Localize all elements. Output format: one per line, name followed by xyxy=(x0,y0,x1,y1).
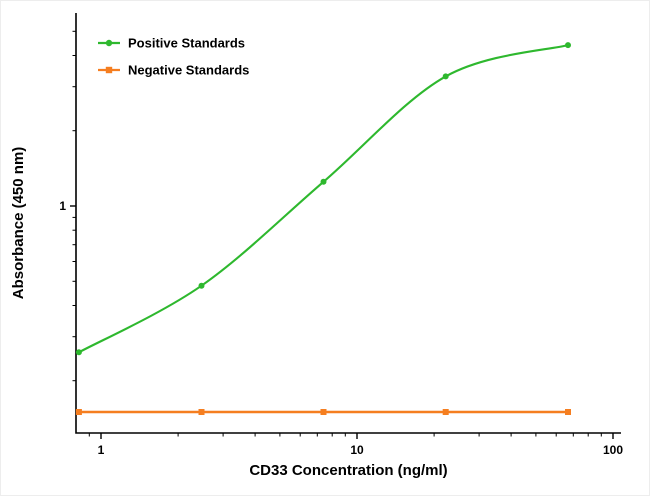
legend-item-negative-standards: Negative Standards xyxy=(98,63,249,78)
axis-lines xyxy=(75,13,621,434)
negative-standards-data-point xyxy=(198,409,205,415)
positive-standards-data-point xyxy=(75,349,82,356)
x-axis-tick-label: 1 xyxy=(98,443,105,457)
legend-label-positive-standards: Positive Standards xyxy=(128,36,245,51)
positive-standards-legend-marker xyxy=(105,39,113,47)
negative-standards-data-point xyxy=(320,409,327,415)
positive-standards-data-point xyxy=(442,73,449,80)
x-axis-title: CD33 Concentration (ng/ml) xyxy=(249,462,447,479)
negative-standards-data-point xyxy=(75,409,82,415)
x-axis-tick-label: 100 xyxy=(603,443,623,457)
legend-item-positive-standards: Positive Standards xyxy=(98,36,245,51)
y-axis-title: Absorbance (450 nm) xyxy=(10,147,27,300)
negative-standards-data-point xyxy=(565,409,571,415)
negative-standards-data-point xyxy=(442,409,449,415)
positive-standards-data-point xyxy=(198,282,205,289)
y-axis-tick-label: 1 xyxy=(59,199,66,213)
positive-standards-data-point xyxy=(565,42,571,49)
x-axis-tick-label: 10 xyxy=(350,443,364,457)
legend-label-negative-standards: Negative Standards xyxy=(128,63,249,78)
positive-standards-data-point xyxy=(320,178,327,185)
positive-standards-line xyxy=(77,44,570,354)
negative-standards-legend-marker xyxy=(105,66,113,74)
